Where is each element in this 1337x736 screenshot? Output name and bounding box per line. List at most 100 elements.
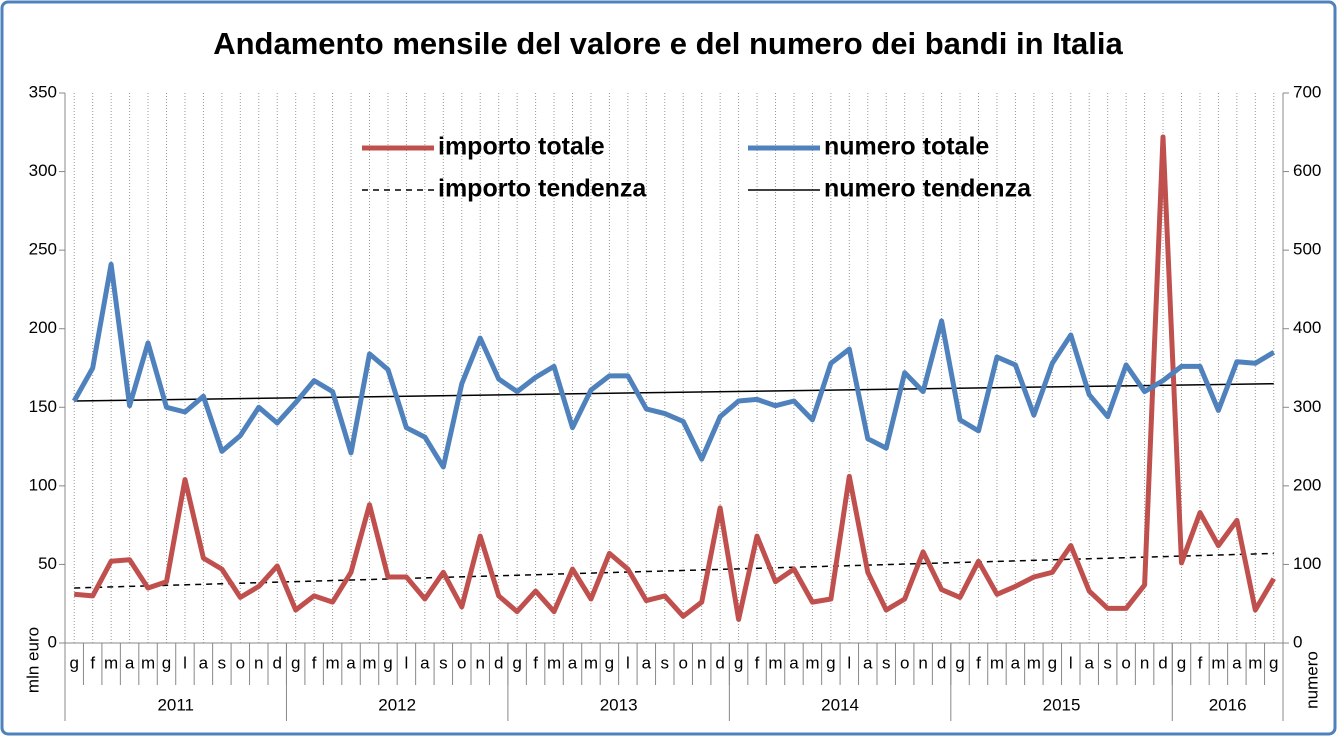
x-tick-label: s [661, 653, 670, 672]
series-line [72, 261, 1276, 470]
x-tick-label: g [383, 653, 392, 672]
x-tick-label: m [990, 653, 1004, 672]
x-tick-label: g [69, 653, 78, 672]
x-tick-label: l [405, 653, 409, 672]
x-tick-label: f [533, 653, 538, 672]
y2-axis-label: numero [1302, 651, 1321, 709]
x-tick-label: l [847, 653, 851, 672]
x-tick-label: g [1269, 653, 1278, 672]
chart-title: Andamento mensile del valore e del numer… [213, 26, 1123, 61]
x-tick-label: n [697, 653, 706, 672]
y-tick-label: 100 [29, 475, 57, 494]
x-tick-label: d [1158, 653, 1167, 672]
x-tick-label: a [1011, 653, 1021, 672]
y-axis-label: mln euro [23, 627, 42, 693]
x-group-label: 2015 [1043, 695, 1081, 714]
x-tick-label: a [642, 653, 652, 672]
x-tick-label: a [199, 653, 209, 672]
legend-label: importo totale [438, 133, 605, 161]
x-tick-label: n [475, 653, 484, 672]
x-group-label: 2016 [1209, 695, 1247, 714]
x-tick-label: m [104, 653, 118, 672]
trend-line [74, 552, 1274, 589]
x-tick-label: m [1211, 653, 1225, 672]
x-tick-label: f [1198, 653, 1203, 672]
x-tick-label: o [236, 653, 245, 672]
x-tick-label: a [420, 653, 430, 672]
y2-tick-label: 300 [1293, 397, 1321, 416]
x-tick-label: s [439, 653, 448, 672]
x-tick-label: a [1232, 653, 1242, 672]
y2-tick-label: 400 [1293, 318, 1321, 337]
y-tick-label: 350 [29, 82, 57, 101]
x-tick-label: m [805, 653, 819, 672]
x-tick-label: m [1248, 653, 1262, 672]
y2-tick-label: 200 [1293, 475, 1321, 494]
x-tick-label: g [512, 653, 521, 672]
legend-label: importo tendenza [438, 175, 647, 203]
x-tick-label: d [715, 653, 724, 672]
x-tick-label: m [326, 653, 340, 672]
legend-label: numero tendenza [824, 175, 1032, 203]
x-tick-label: d [272, 653, 281, 672]
x-tick-label: o [678, 653, 687, 672]
y-tick-label: 250 [29, 240, 57, 259]
x-tick-label: a [125, 653, 135, 672]
x-group-label: 2014 [821, 695, 859, 714]
x-tick-label: g [826, 653, 835, 672]
x-tick-label: n [1140, 653, 1149, 672]
x-group-label: 2012 [378, 695, 416, 714]
x-tick-label: m [362, 653, 376, 672]
x-tick-label: f [90, 653, 95, 672]
x-tick-label: f [755, 653, 760, 672]
x-tick-label: f [976, 653, 981, 672]
y2-tick-label: 100 [1293, 554, 1321, 573]
x-tick-label: o [1121, 653, 1130, 672]
x-tick-label: d [494, 653, 503, 672]
x-tick-label: g [1048, 653, 1057, 672]
y2-tick-label: 0 [1293, 632, 1302, 651]
y2-tick-label: 500 [1293, 240, 1321, 259]
x-tick-label: n [254, 653, 263, 672]
x-tick-label: l [626, 653, 630, 672]
y-tick-label: 300 [29, 161, 57, 180]
x-tick-label: m [768, 653, 782, 672]
x-tick-label: m [141, 653, 155, 672]
y-tick-label: 200 [29, 318, 57, 337]
legend-label: numero totale [824, 133, 989, 161]
y2-tick-label: 600 [1293, 161, 1321, 180]
x-tick-label: a [789, 653, 799, 672]
x-tick-label: g [162, 653, 171, 672]
x-tick-label: d [937, 653, 946, 672]
trend-line [74, 382, 1274, 402]
y-tick-label: 50 [38, 554, 57, 573]
x-tick-label: s [1103, 653, 1112, 672]
x-group-label: 2013 [600, 695, 638, 714]
y2-tick-label: 700 [1293, 82, 1321, 101]
x-tick-label: s [882, 653, 891, 672]
x-tick-label: m [547, 653, 561, 672]
x-tick-label: g [1177, 653, 1186, 672]
x-tick-label: a [568, 653, 578, 672]
x-tick-label: s [218, 653, 227, 672]
x-tick-label: o [457, 653, 466, 672]
x-tick-label: g [291, 653, 300, 672]
series-line [73, 134, 1276, 622]
x-tick-label: o [900, 653, 909, 672]
x-tick-label: l [1069, 653, 1073, 672]
y-tick-label: 0 [48, 632, 57, 651]
x-tick-label: g [955, 653, 964, 672]
y-tick-label: 150 [29, 397, 57, 416]
x-tick-label: m [1027, 653, 1041, 672]
x-tick-label: f [312, 653, 317, 672]
x-tick-label: g [605, 653, 614, 672]
x-tick-label: g [734, 653, 743, 672]
x-tick-label: a [346, 653, 356, 672]
x-tick-label: l [183, 653, 187, 672]
x-tick-label: a [1084, 653, 1094, 672]
x-tick-label: a [863, 653, 873, 672]
x-group-label: 2011 [157, 695, 194, 714]
